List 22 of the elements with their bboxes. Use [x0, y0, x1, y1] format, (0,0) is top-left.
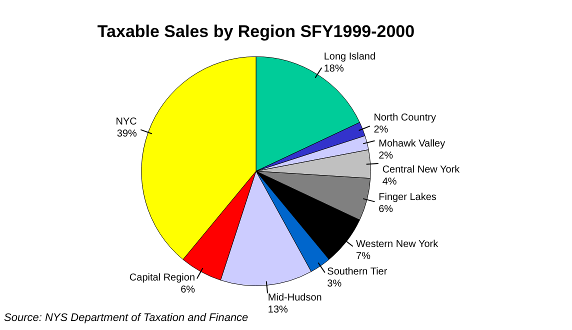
- source-note: Source: NYS Department of Taxation and Finance: [4, 312, 248, 324]
- data-label: 6%: [180, 284, 196, 296]
- slice-label: NYC: [116, 116, 137, 128]
- data-label: 4%: [382, 176, 397, 188]
- data-label: 13%: [268, 304, 288, 316]
- data-label: 3%: [327, 278, 342, 290]
- data-label: 18%: [324, 63, 344, 74]
- slice-label: Western New York: [356, 238, 440, 250]
- data-label: 2%: [378, 150, 394, 162]
- data-label: 2%: [374, 124, 388, 136]
- slice-label: Mohawk Valley: [378, 138, 446, 150]
- data-label: 6%: [378, 204, 394, 215]
- slice-label: Mid-Hudson: [268, 292, 322, 304]
- slice-label: North Country: [374, 112, 436, 124]
- chart-title: Taxable Sales by Region SFY1999-2000: [97, 22, 415, 41]
- slice-label: Finger Lakes: [378, 192, 436, 203]
- slice-label: Southern Tier: [327, 266, 388, 278]
- data-label: 7%: [356, 250, 371, 262]
- slice-label: Long Island: [324, 51, 376, 62]
- slice-label: Capital Region: [129, 272, 196, 284]
- slice-label: Central New York: [382, 164, 461, 176]
- data-label: 39%: [116, 128, 138, 140]
